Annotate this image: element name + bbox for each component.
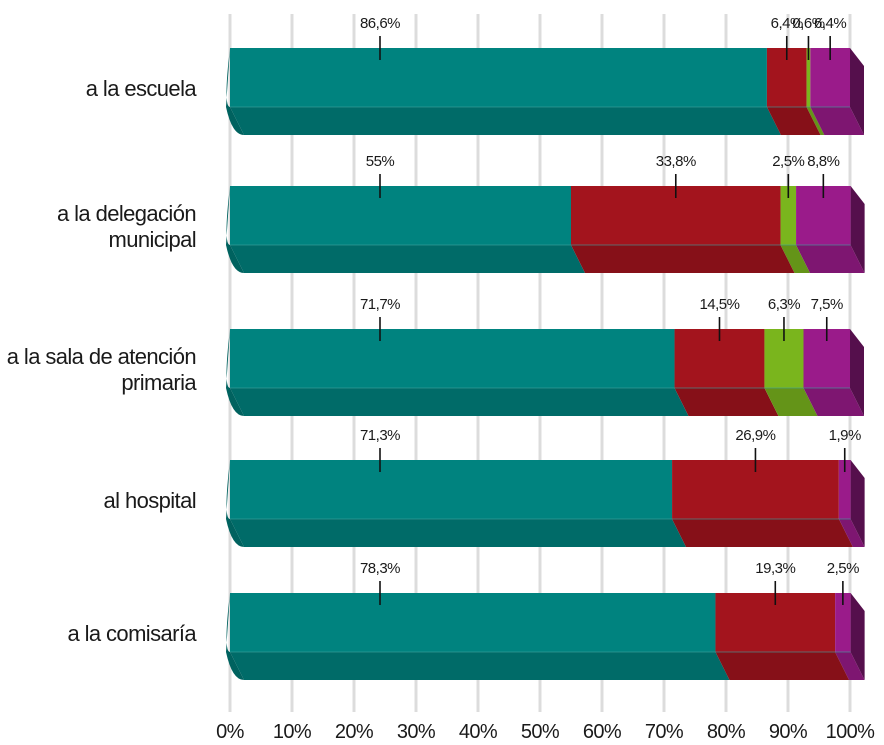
bar-cap	[226, 48, 244, 135]
bar-segment	[230, 460, 673, 519]
x-tick-label: 0%	[216, 721, 245, 743]
data-label: 71,3%	[360, 427, 400, 444]
category-label-line: municipal	[108, 227, 196, 252]
bar-segment-shadow	[764, 388, 818, 416]
bar-row	[226, 186, 865, 273]
category-label-line: a la escuela	[86, 76, 198, 101]
data-label: 14,5%	[699, 296, 739, 313]
bar-segment-shadow	[230, 107, 781, 135]
bar-segment	[764, 329, 804, 388]
bar-segment-shadow	[715, 652, 850, 680]
bar-segment-shadow	[672, 519, 853, 547]
bar-row	[226, 329, 864, 416]
bar-segment-shadow	[796, 245, 865, 273]
bar-segment	[806, 48, 811, 107]
x-tick-label: 90%	[769, 721, 808, 743]
bar-segment-shadow	[230, 519, 687, 547]
bar-segment	[835, 593, 851, 652]
category-label: a la delegación municipal	[57, 201, 196, 252]
data-label: 8,8%	[807, 153, 839, 170]
data-label: 0,6%	[792, 15, 824, 32]
x-tick-label: 40%	[459, 721, 498, 743]
data-label: 86,6%	[360, 15, 400, 32]
bar-cap	[226, 329, 244, 416]
bar-segment-shadow	[571, 245, 795, 273]
category-label: a la escuela	[86, 76, 198, 101]
bar-segment-shadow	[838, 519, 865, 547]
x-tick-label: 20%	[335, 721, 374, 743]
x-tick-label: 50%	[521, 721, 560, 743]
x-tick-label: 70%	[645, 721, 684, 743]
bar-segment	[230, 48, 767, 107]
bar-cap	[226, 593, 244, 680]
category-label-line: a la comisaría	[67, 621, 197, 646]
bar-end-cap	[850, 48, 864, 135]
x-tick-label: 10%	[273, 721, 312, 743]
data-label: 78,3%	[360, 560, 400, 577]
bar-end-cap	[850, 593, 865, 680]
bar-segment	[230, 329, 675, 388]
x-tick-label: 30%	[397, 721, 436, 743]
bar-segment	[674, 329, 765, 388]
bars	[226, 48, 865, 680]
bar-end-cap	[850, 460, 865, 547]
data-label: 6,3%	[768, 296, 800, 313]
bar-segment-shadow	[674, 388, 779, 416]
bar-row	[226, 48, 864, 135]
label-leaders	[379, 36, 846, 605]
bar-segment-shadow	[806, 107, 825, 135]
bar-segment	[766, 48, 807, 107]
bar-segment-shadow	[803, 388, 864, 416]
bar-segment-shadow	[230, 652, 730, 680]
bar-segment	[230, 186, 571, 245]
x-tick-label: 80%	[707, 721, 746, 743]
bar-segment	[780, 186, 797, 245]
bar-end-cap	[850, 186, 865, 273]
category-label: al hospital	[104, 488, 196, 513]
data-label: 6,4%	[814, 15, 846, 32]
bar-segment-shadow	[810, 107, 864, 135]
category-label-line: al hospital	[104, 488, 196, 513]
bar-segment	[672, 460, 839, 519]
x-tick-label: 100%	[826, 721, 876, 743]
bar-segment-shadow	[835, 652, 865, 680]
bar-segment	[796, 186, 851, 245]
bar-segment	[230, 593, 716, 652]
data-label: 7,5%	[811, 296, 843, 313]
category-label: a la sala de atención primaria	[7, 344, 198, 395]
data-label: 55%	[366, 153, 395, 170]
data-label: 1,9%	[829, 427, 861, 444]
bar-segment	[810, 48, 850, 107]
data-label: 26,9%	[735, 427, 775, 444]
data-labels: 86,6% 6,4%0,6%6,4%55% 33,8% 2,5% 8,8%71,7% 14…	[360, 15, 862, 577]
bar-segment	[838, 460, 851, 519]
data-label: 2,5%	[827, 560, 859, 577]
bar-segment-shadow	[230, 245, 585, 273]
category-label-line: a la sala de atención	[7, 344, 196, 369]
bar-cap	[226, 460, 244, 547]
category-label-line: a la delegación	[57, 201, 196, 226]
x-tick-label: 60%	[583, 721, 622, 743]
x-axis-ticks: 0% 10% 20% 30% 40% 50% 60% 70% 80% 90% 100%	[216, 721, 876, 743]
bar-segment	[715, 593, 836, 652]
data-label: 6,4%	[771, 15, 803, 32]
bar-row	[226, 460, 865, 547]
bar-end-cap	[850, 329, 864, 416]
bar-segment-shadow	[766, 107, 821, 135]
data-label: 19,3%	[755, 560, 795, 577]
bar-cap	[226, 186, 244, 273]
category-label: a la comisaría	[67, 621, 197, 646]
category-label-line: primaria	[121, 370, 197, 395]
data-label: 33,8%	[656, 153, 696, 170]
data-label: 2,5%	[772, 153, 804, 170]
bar-segment-shadow	[780, 245, 811, 273]
bar-segment	[571, 186, 781, 245]
bar-row	[226, 593, 865, 680]
data-label: 71,7%	[360, 296, 400, 313]
bar-segment	[803, 329, 850, 388]
bar-segment-shadow	[230, 388, 689, 416]
